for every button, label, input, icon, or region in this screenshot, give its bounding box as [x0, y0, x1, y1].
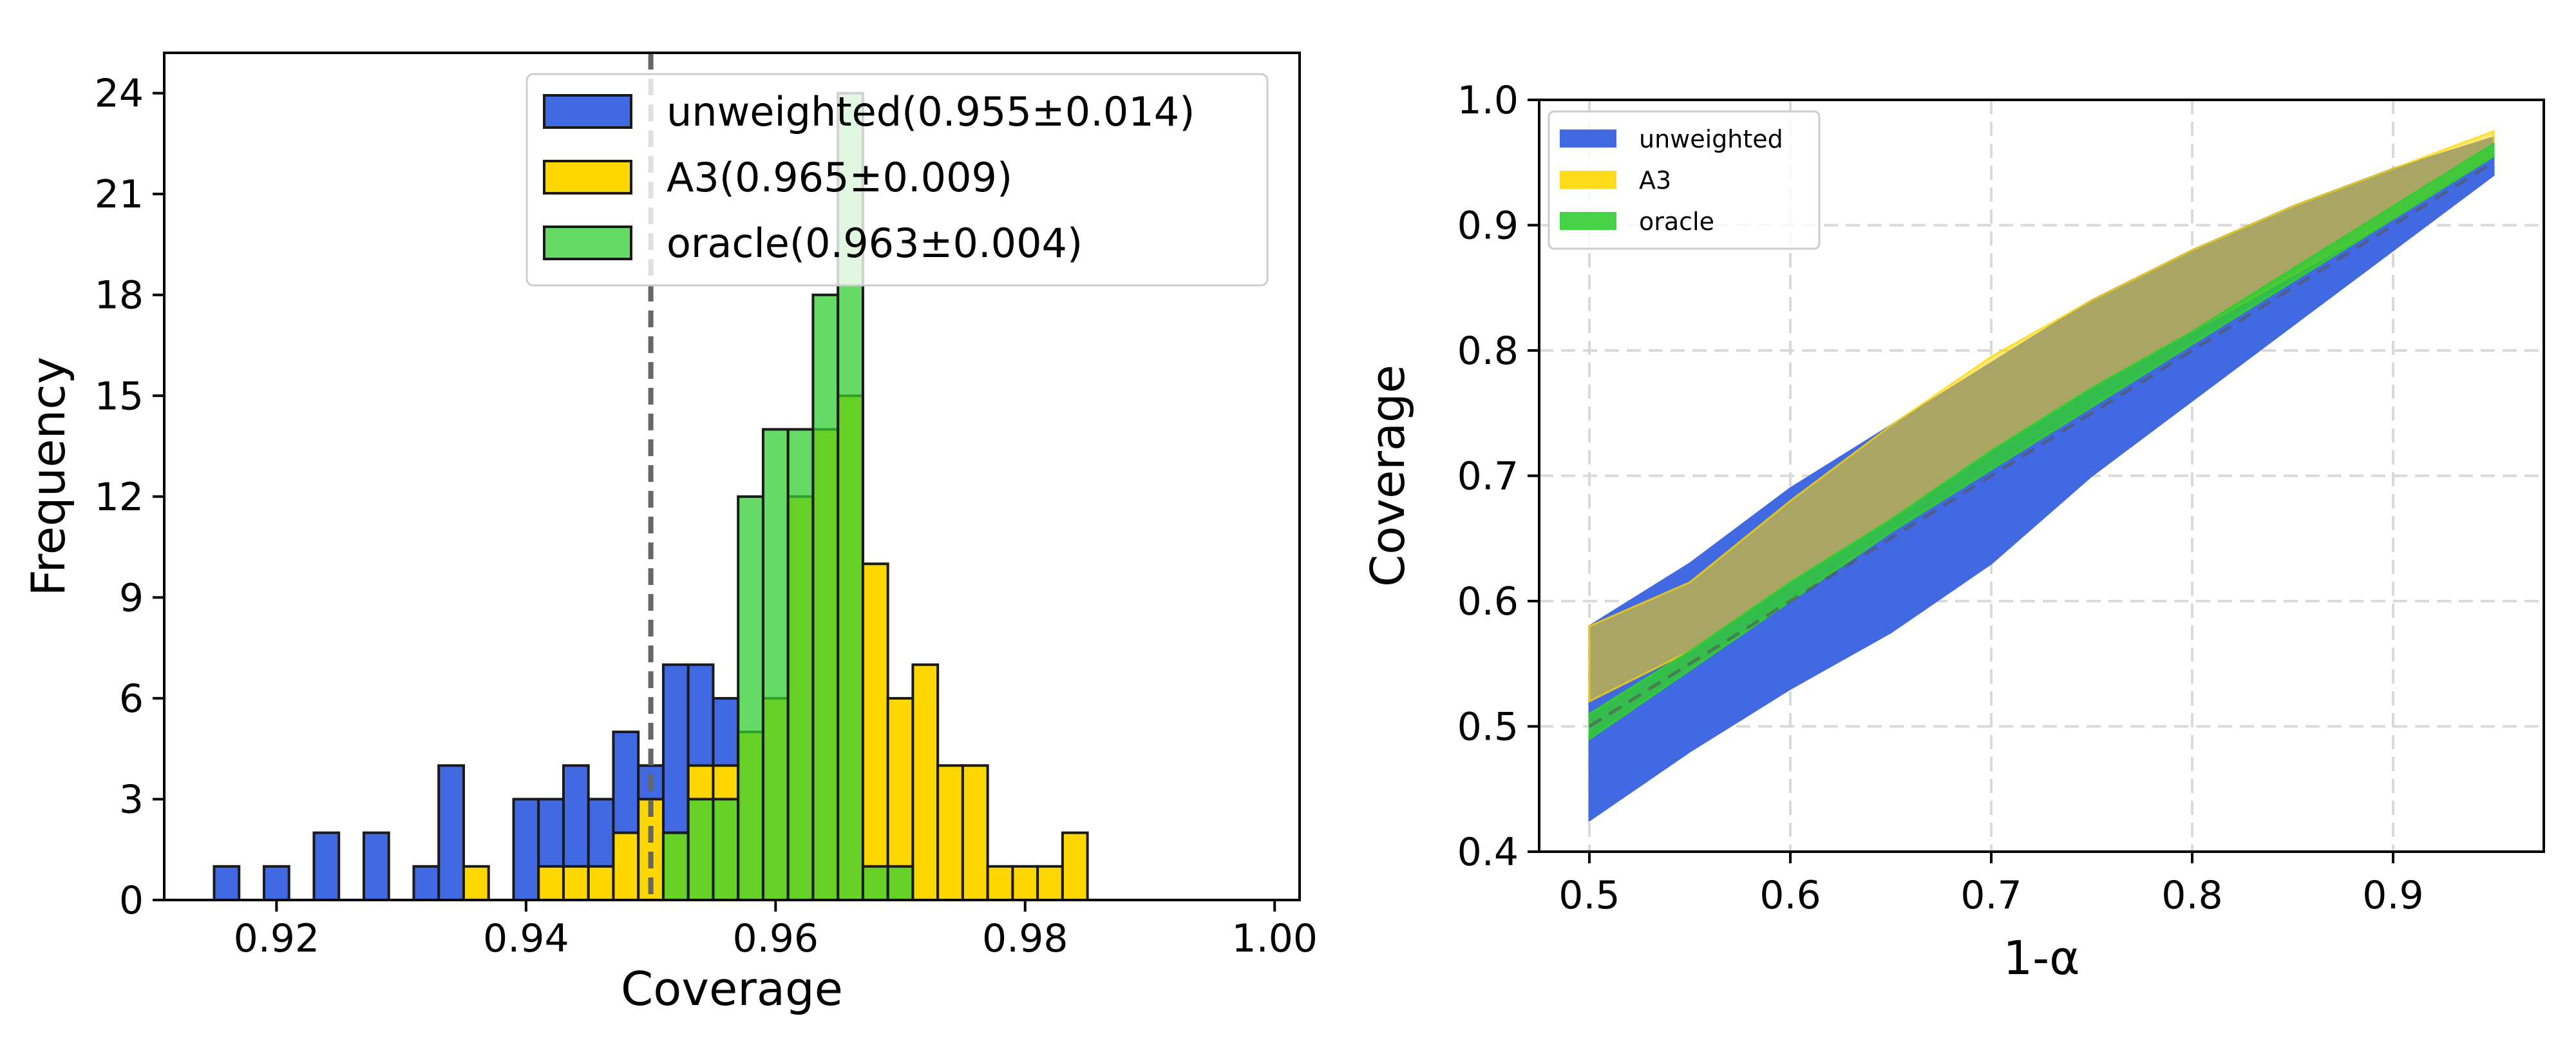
- area-y-tick-label: 0.5: [1457, 705, 1519, 750]
- histogram-bar-unweighted: [512, 798, 540, 902]
- histogram-bar-A3: [587, 865, 615, 902]
- legend-label-unweighted: unweighted(0.955±0.014): [667, 88, 1195, 135]
- histogram-bar-oracle: [861, 865, 889, 902]
- legend-swatch-oracle: [543, 225, 632, 260]
- histogram-bar-A3: [961, 764, 989, 902]
- histogram-x-tick-label: 0.94: [483, 916, 569, 961]
- histogram-bar-A3: [537, 865, 565, 902]
- histogram-bar-unweighted: [437, 764, 465, 902]
- histogram-bar-unweighted: [262, 865, 290, 902]
- histogram-series-oracle: [661, 91, 914, 902]
- histogram-bar-unweighted: [312, 831, 341, 901]
- histogram-bar-oracle: [811, 293, 840, 901]
- diagonal-reference-line: [1588, 161, 2495, 728]
- histogram-bar-A3: [612, 831, 640, 901]
- area-y-tick-label: 0.6: [1457, 579, 1519, 624]
- histogram-y-tick-label: 18: [95, 273, 144, 318]
- histogram-bar-oracle: [761, 428, 790, 901]
- area-legend-swatch-oracle: [1560, 212, 1616, 230]
- area-x-tick-label: 0.6: [1759, 873, 1821, 918]
- area-y-axis-label: Coverage: [1361, 365, 1415, 587]
- area-legend-label-unweighted: unweighted: [1639, 125, 1783, 153]
- histogram-y-tick-label: 3: [119, 777, 144, 822]
- area-x-tick-label: 0.9: [2362, 873, 2423, 918]
- diagonal-line: [1588, 161, 2495, 728]
- area-legend-label-oracle: oracle: [1639, 207, 1714, 236]
- histogram-y-tick-label: 15: [95, 374, 144, 419]
- legend-swatch-unweighted: [543, 94, 632, 129]
- histogram-axes-frame: [163, 52, 1301, 901]
- histogram-x-axis-label: Coverage: [621, 962, 843, 1016]
- area-x-tick-label: 0.7: [1960, 873, 2022, 918]
- histogram-bar-A3: [562, 865, 590, 902]
- area-y-tick-label: 0.4: [1457, 830, 1519, 875]
- histogram-legend-box: [526, 73, 1269, 287]
- histogram-bar-unweighted: [362, 831, 390, 901]
- area-y-tick-label: 0.8: [1457, 329, 1519, 374]
- histogram-bar-unweighted: [412, 865, 440, 902]
- histogram-bar-oracle: [886, 865, 914, 902]
- histogram-bar-A3: [911, 663, 940, 901]
- histogram-x-tick-label: 0.98: [982, 916, 1068, 961]
- legend-label-oracle: oracle(0.963±0.004): [667, 220, 1083, 267]
- histogram-bar-oracle: [712, 798, 740, 902]
- histogram-x-ticks: 0.92 0.94 0.96 0.98 1.00: [234, 900, 1318, 961]
- histogram-chart: 0.92 0.94 0.96 0.98 1.00 0 3 6 9 12 15 18 21 24 Cove…: [21, 52, 1318, 1016]
- histogram-y-ticks: 0 3 6 9 12 15 18 21 24: [95, 72, 164, 923]
- histogram-bar-A3: [986, 865, 1014, 902]
- histogram-y-tick-label: 12: [95, 475, 144, 520]
- area-legend-items: unweighted A3 oracle: [1560, 125, 1783, 236]
- histogram-legend: unweighted(0.955±0.014) A3(0.965±0.009) or…: [526, 73, 1269, 287]
- histogram-bar-unweighted: [213, 865, 241, 902]
- histogram-bar-A3: [1061, 831, 1089, 901]
- histogram-bar-oracle: [687, 798, 715, 902]
- area-x-ticks: 0.5 0.6 0.7 0.8 0.9: [1558, 852, 2424, 918]
- histogram-legend-items: unweighted(0.955±0.014) A3(0.965±0.009) or…: [543, 88, 1195, 267]
- histogram-bar-A3: [1036, 865, 1064, 902]
- histogram-y-axis-label: Frequency: [21, 357, 75, 597]
- area-x-axis-label: 1-α: [2003, 931, 2079, 985]
- area-x-tick-label: 0.8: [2161, 873, 2222, 918]
- histogram-y-tick-label: 21: [95, 172, 144, 217]
- coverage-band-oracle: [1588, 142, 2495, 741]
- area-legend-label-A3: A3: [1639, 166, 1671, 195]
- histogram-y-tick-label: 6: [119, 676, 144, 722]
- histogram-x-tick-label: 0.92: [234, 916, 320, 961]
- histogram-bars: [213, 91, 1089, 902]
- legend-swatch-A3: [543, 160, 632, 195]
- coverage-area-chart: 0.5 0.6 0.7 0.8 0.9 0.4 0.5 0.6 0.7 0.8 0.9 1.0 1-…: [1361, 78, 2545, 985]
- histogram-bar-A3: [462, 865, 490, 902]
- area-x-tick-label: 0.5: [1558, 873, 1620, 918]
- histogram-y-tick-label: 9: [119, 575, 144, 620]
- histogram-bar-oracle: [786, 428, 815, 901]
- area-legend-swatch-unweighted: [1560, 129, 1616, 148]
- area-legend: unweighted A3 oracle: [1548, 110, 1821, 250]
- histogram-bar-oracle: [737, 495, 764, 901]
- histogram-bar-oracle: [661, 831, 690, 901]
- histogram-x-tick-label: 0.96: [733, 916, 819, 961]
- legend-label-A3: A3(0.965±0.009): [667, 154, 1012, 201]
- coverage-bands: [1588, 129, 2495, 823]
- histogram-y-tick-label: 0: [119, 878, 144, 923]
- area-legend-swatch-A3: [1560, 171, 1616, 189]
- area-y-ticks: 0.4 0.5 0.6 0.7 0.8 0.9 1.0: [1457, 78, 1539, 875]
- area-y-tick-label: 0.7: [1457, 454, 1519, 499]
- area-y-tick-label: 1.0: [1457, 78, 1519, 123]
- area-y-tick-label: 0.9: [1457, 204, 1519, 249]
- histogram-x-tick-label: 1.00: [1231, 916, 1318, 961]
- histogram-y-tick-label: 24: [95, 72, 144, 117]
- histogram-bar-A3: [861, 562, 889, 901]
- histogram-bar-A3: [936, 764, 964, 902]
- histogram-bar-A3: [1011, 865, 1039, 902]
